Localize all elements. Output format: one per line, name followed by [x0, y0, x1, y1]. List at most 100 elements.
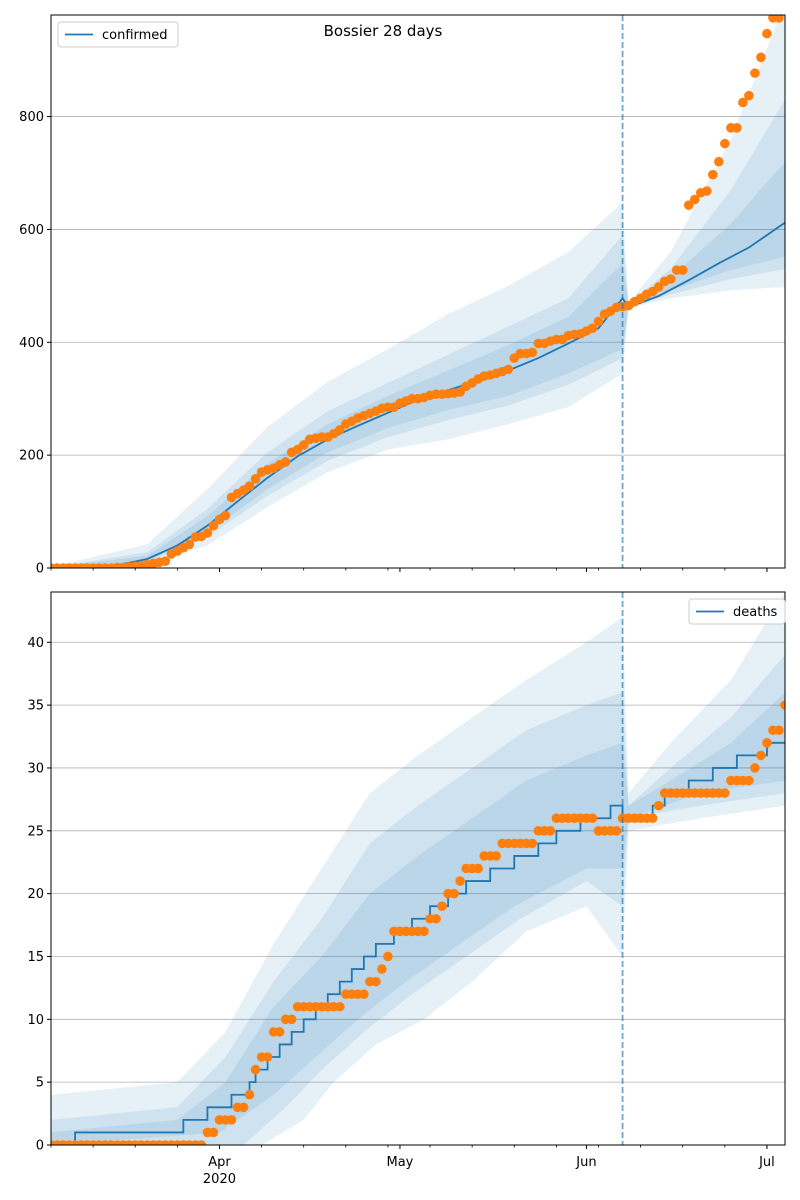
data-point — [750, 68, 760, 78]
data-point — [455, 876, 465, 886]
data-point — [244, 1089, 255, 1100]
data-point — [689, 194, 700, 205]
data-point — [653, 282, 664, 292]
x-tick-label: Apr — [208, 1155, 231, 1170]
data-point — [683, 200, 694, 210]
data-point — [208, 520, 219, 531]
data-point — [593, 316, 604, 327]
data-point — [756, 750, 766, 761]
plot-area — [51, 15, 785, 568]
y-tick-label: 0 — [36, 562, 44, 577]
data-point — [280, 457, 291, 467]
y-tick-label: 10 — [27, 1013, 44, 1028]
data-point — [774, 725, 784, 736]
y-tick-label: 200 — [19, 449, 44, 464]
data-point — [708, 169, 718, 180]
data-point — [334, 424, 345, 435]
data-point — [250, 1064, 261, 1075]
data-point — [431, 913, 441, 924]
data-point — [762, 738, 772, 748]
data-point — [756, 52, 766, 63]
data-point — [449, 888, 459, 899]
plot-area — [51, 592, 785, 1145]
data-point — [545, 825, 556, 836]
data-point — [762, 28, 772, 39]
data-point — [527, 347, 538, 358]
data-point — [298, 440, 309, 450]
y-tick-label: 40 — [27, 636, 44, 651]
x-tick-sublabel: 2020 — [203, 1172, 236, 1187]
data-point — [160, 556, 171, 567]
data-point — [750, 763, 760, 773]
data-point — [383, 951, 393, 962]
data-point — [473, 863, 483, 874]
data-point — [377, 964, 387, 974]
uncertainty-band — [51, 15, 785, 568]
data-point — [744, 775, 754, 786]
legend-label: deaths — [733, 605, 778, 620]
data-point — [274, 1027, 285, 1037]
legend-label: confirmed — [102, 28, 168, 43]
legend-box — [57, 21, 179, 48]
deaths-panel: 0 5 10 15 20 25 30 35 40 Apr 2020 May Jun Jul deaths — [27, 591, 786, 1187]
data-point — [184, 539, 195, 550]
x-tick-label: Jul — [758, 1155, 775, 1170]
confirmed-panel: 0 200 400 600 800 Bossier 28 days confirmed — [19, 14, 786, 577]
data-point — [738, 97, 748, 108]
data-point — [334, 1001, 345, 1012]
x-tick-label: May — [387, 1155, 414, 1170]
data-point — [611, 825, 622, 836]
data-point — [220, 510, 231, 521]
y-tick-label: 15 — [27, 950, 44, 965]
data-point — [653, 800, 664, 811]
axes-frame — [50, 591, 786, 1146]
data-point — [774, 15, 784, 23]
data-point — [720, 788, 730, 798]
data-point — [527, 838, 538, 849]
data-point — [665, 274, 676, 284]
data-point — [701, 186, 712, 196]
data-point — [744, 90, 754, 101]
data-point — [587, 323, 598, 333]
data-point — [250, 474, 261, 484]
data-point — [238, 1102, 249, 1113]
data-point — [437, 901, 447, 912]
data-point — [262, 1052, 273, 1062]
axes-frame — [50, 14, 786, 569]
data-point — [371, 976, 381, 987]
y-tick-label: 0 — [36, 1139, 44, 1154]
data-point — [359, 989, 369, 999]
chart-title: Bossier 28 days — [324, 22, 443, 40]
data-point — [780, 700, 785, 710]
uncertainty-band — [51, 654, 785, 1145]
data-point — [202, 528, 213, 538]
legend: deaths — [688, 598, 786, 625]
x-tick-label: Jun — [575, 1155, 596, 1170]
y-tick-label: 400 — [19, 336, 44, 351]
data-point — [647, 813, 658, 824]
data-point — [503, 364, 514, 375]
data-point — [677, 265, 688, 275]
y-tick-label: 600 — [19, 223, 44, 238]
y-tick-label: 30 — [27, 761, 44, 776]
data-point — [286, 1014, 297, 1025]
data-point — [208, 1127, 219, 1138]
data-point — [587, 813, 598, 824]
data-point — [419, 926, 429, 937]
data-point — [732, 123, 742, 133]
legend-box — [688, 598, 786, 625]
data-point — [720, 138, 730, 149]
legend: confirmed — [57, 21, 179, 48]
data-point — [226, 1115, 237, 1125]
data-point — [455, 387, 465, 397]
data-point — [244, 481, 255, 491]
y-tick-label: 5 — [36, 1076, 44, 1091]
y-tick-label: 25 — [27, 824, 44, 839]
y-tick-label: 35 — [27, 699, 44, 714]
y-tick-label: 800 — [19, 110, 44, 125]
data-point — [491, 851, 502, 861]
data-point — [196, 1140, 207, 1145]
uncertainty-band — [51, 592, 785, 1145]
data-point — [714, 156, 724, 167]
